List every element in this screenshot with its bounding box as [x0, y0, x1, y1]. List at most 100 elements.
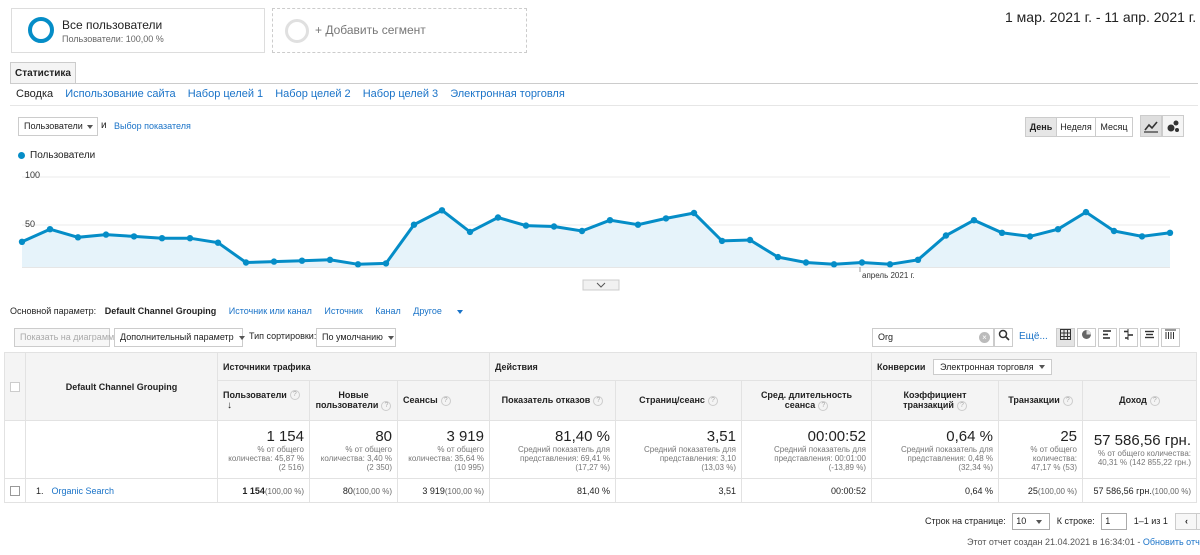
granularity-week-button[interactable]: Неделя: [1056, 117, 1096, 137]
clear-search-icon[interactable]: ×: [979, 332, 990, 343]
data-point[interactable]: [886, 261, 894, 268]
row-checkbox[interactable]: [10, 485, 20, 496]
dimension-source[interactable]: Источник: [324, 306, 363, 316]
advanced-filter-link[interactable]: Ещё...: [1019, 331, 1048, 342]
help-icon[interactable]: ?: [440, 395, 451, 406]
col-bounce-rate-header[interactable]: Показатель отказов?: [489, 380, 616, 421]
data-point[interactable]: [1082, 208, 1090, 216]
subtab-goals-3[interactable]: Набор целей 3: [362, 88, 439, 100]
granularity-month-button[interactable]: Месяц: [1095, 117, 1133, 137]
chart-collapse-handle[interactable]: [582, 279, 620, 291]
help-icon[interactable]: ?: [1062, 395, 1073, 406]
data-point[interactable]: [830, 261, 838, 268]
select-all-checkbox[interactable]: [10, 381, 20, 392]
view-pivot-button[interactable]: [1161, 328, 1180, 347]
col-avg-duration-header[interactable]: Сред. длительность сеанса?: [741, 380, 872, 421]
view-performance-button[interactable]: [1098, 328, 1117, 347]
data-point[interactable]: [550, 223, 558, 230]
data-point[interactable]: [634, 221, 642, 228]
col-new-users-header[interactable]: Новые пользователи?: [309, 380, 398, 421]
data-point[interactable]: [102, 231, 110, 238]
data-point[interactable]: [438, 207, 446, 214]
data-point[interactable]: [746, 236, 754, 244]
data-point[interactable]: [410, 221, 418, 228]
add-segment-button[interactable]: + Добавить сегмент: [272, 8, 527, 53]
col-users-header[interactable]: Пользователи ? ↓: [217, 380, 310, 421]
data-point[interactable]: [74, 234, 82, 241]
tab-statistics[interactable]: Статистика: [10, 62, 76, 84]
data-point[interactable]: [690, 209, 698, 217]
help-icon[interactable]: ?: [707, 395, 718, 406]
rows-per-page-select[interactable]: 10: [1012, 513, 1051, 530]
secondary-dimension-select[interactable]: Дополнительный параметр: [114, 328, 245, 347]
col-revenue-header[interactable]: Доход?: [1082, 380, 1197, 421]
table-search-input[interactable]: Org ×: [872, 328, 994, 347]
data-point[interactable]: [242, 259, 250, 266]
data-point[interactable]: [970, 217, 978, 224]
data-point[interactable]: [1054, 226, 1062, 233]
plot-rows-button[interactable]: Показать на диаграмме: [14, 328, 119, 347]
subtab-summary[interactable]: Сводка: [16, 88, 54, 100]
data-point[interactable]: [998, 229, 1006, 236]
data-point[interactable]: [214, 239, 222, 246]
data-point[interactable]: [186, 235, 194, 242]
subtab-ecommerce[interactable]: Электронная торговля: [450, 88, 565, 100]
data-point[interactable]: [858, 259, 866, 266]
view-pie-button[interactable]: [1077, 328, 1096, 347]
data-point[interactable]: [1166, 229, 1174, 236]
prev-page-button[interactable]: ‹: [1176, 514, 1198, 529]
view-term-cloud-button[interactable]: [1140, 328, 1159, 347]
col-transactions-header[interactable]: Транзакции?: [998, 380, 1083, 421]
data-point[interactable]: [1110, 227, 1118, 235]
data-point[interactable]: [18, 238, 26, 245]
data-point[interactable]: [158, 235, 166, 242]
data-point[interactable]: [46, 226, 54, 233]
subtab-goals-2[interactable]: Набор целей 2: [275, 88, 351, 100]
data-point[interactable]: [942, 232, 950, 239]
row-dimension-link[interactable]: Organic Search: [51, 485, 115, 496]
dimension-other[interactable]: Другое: [413, 306, 473, 316]
help-icon[interactable]: ?: [956, 400, 967, 411]
subtab-site-usage[interactable]: Использование сайта: [65, 88, 176, 100]
data-point[interactable]: [774, 253, 782, 261]
data-point[interactable]: [494, 214, 502, 221]
data-point[interactable]: [382, 260, 390, 267]
data-point[interactable]: [298, 257, 306, 264]
sort-type-select[interactable]: По умолчанию: [316, 328, 396, 347]
goto-row-input[interactable]: 1: [1101, 513, 1128, 530]
col-conversion-rate-header[interactable]: Коэффициент транзакций?: [871, 380, 999, 421]
help-icon[interactable]: ?: [818, 400, 829, 411]
data-point[interactable]: [914, 256, 922, 263]
data-point[interactable]: [522, 222, 530, 229]
data-point[interactable]: [1138, 233, 1146, 240]
motion-chart-toggle[interactable]: [1162, 115, 1184, 137]
conversion-type-select[interactable]: Электронная торговля: [932, 358, 1052, 375]
data-point[interactable]: [662, 215, 670, 222]
segment-all-users[interactable]: Все пользователи Пользователи: 100,00 %: [11, 8, 265, 53]
view-comparison-button[interactable]: [1119, 328, 1138, 347]
subtab-goals-1[interactable]: Набор целей 1: [187, 88, 264, 100]
refresh-report-link[interactable]: Обновить отчет: [1142, 537, 1200, 547]
data-point[interactable]: [354, 261, 362, 268]
help-icon[interactable]: ?: [1149, 395, 1160, 406]
dimension-medium[interactable]: Канал: [375, 306, 401, 316]
data-point[interactable]: [466, 228, 474, 236]
data-point[interactable]: [130, 233, 138, 240]
data-point[interactable]: [718, 237, 726, 245]
data-point[interactable]: [802, 259, 810, 266]
data-point[interactable]: [270, 258, 278, 265]
search-button[interactable]: [994, 328, 1013, 347]
metric-select[interactable]: Пользователи: [18, 117, 98, 136]
col-pages-per-session-header[interactable]: Страниц/сеанс?: [615, 380, 742, 421]
granularity-day-button[interactable]: День: [1025, 117, 1057, 137]
col-sessions-header[interactable]: Сеансы?: [397, 380, 490, 421]
dimension-source-medium[interactable]: Источник или канал: [228, 306, 312, 316]
data-point[interactable]: [606, 217, 614, 224]
help-icon[interactable]: ?: [289, 390, 300, 401]
help-icon[interactable]: ?: [381, 400, 392, 411]
data-point[interactable]: [326, 256, 334, 263]
dimension-header[interactable]: Default Channel Grouping: [25, 352, 218, 421]
line-chart-toggle[interactable]: [1140, 115, 1162, 137]
choose-metric-link[interactable]: Выбор показателя: [114, 121, 191, 131]
data-point[interactable]: [1026, 233, 1034, 240]
